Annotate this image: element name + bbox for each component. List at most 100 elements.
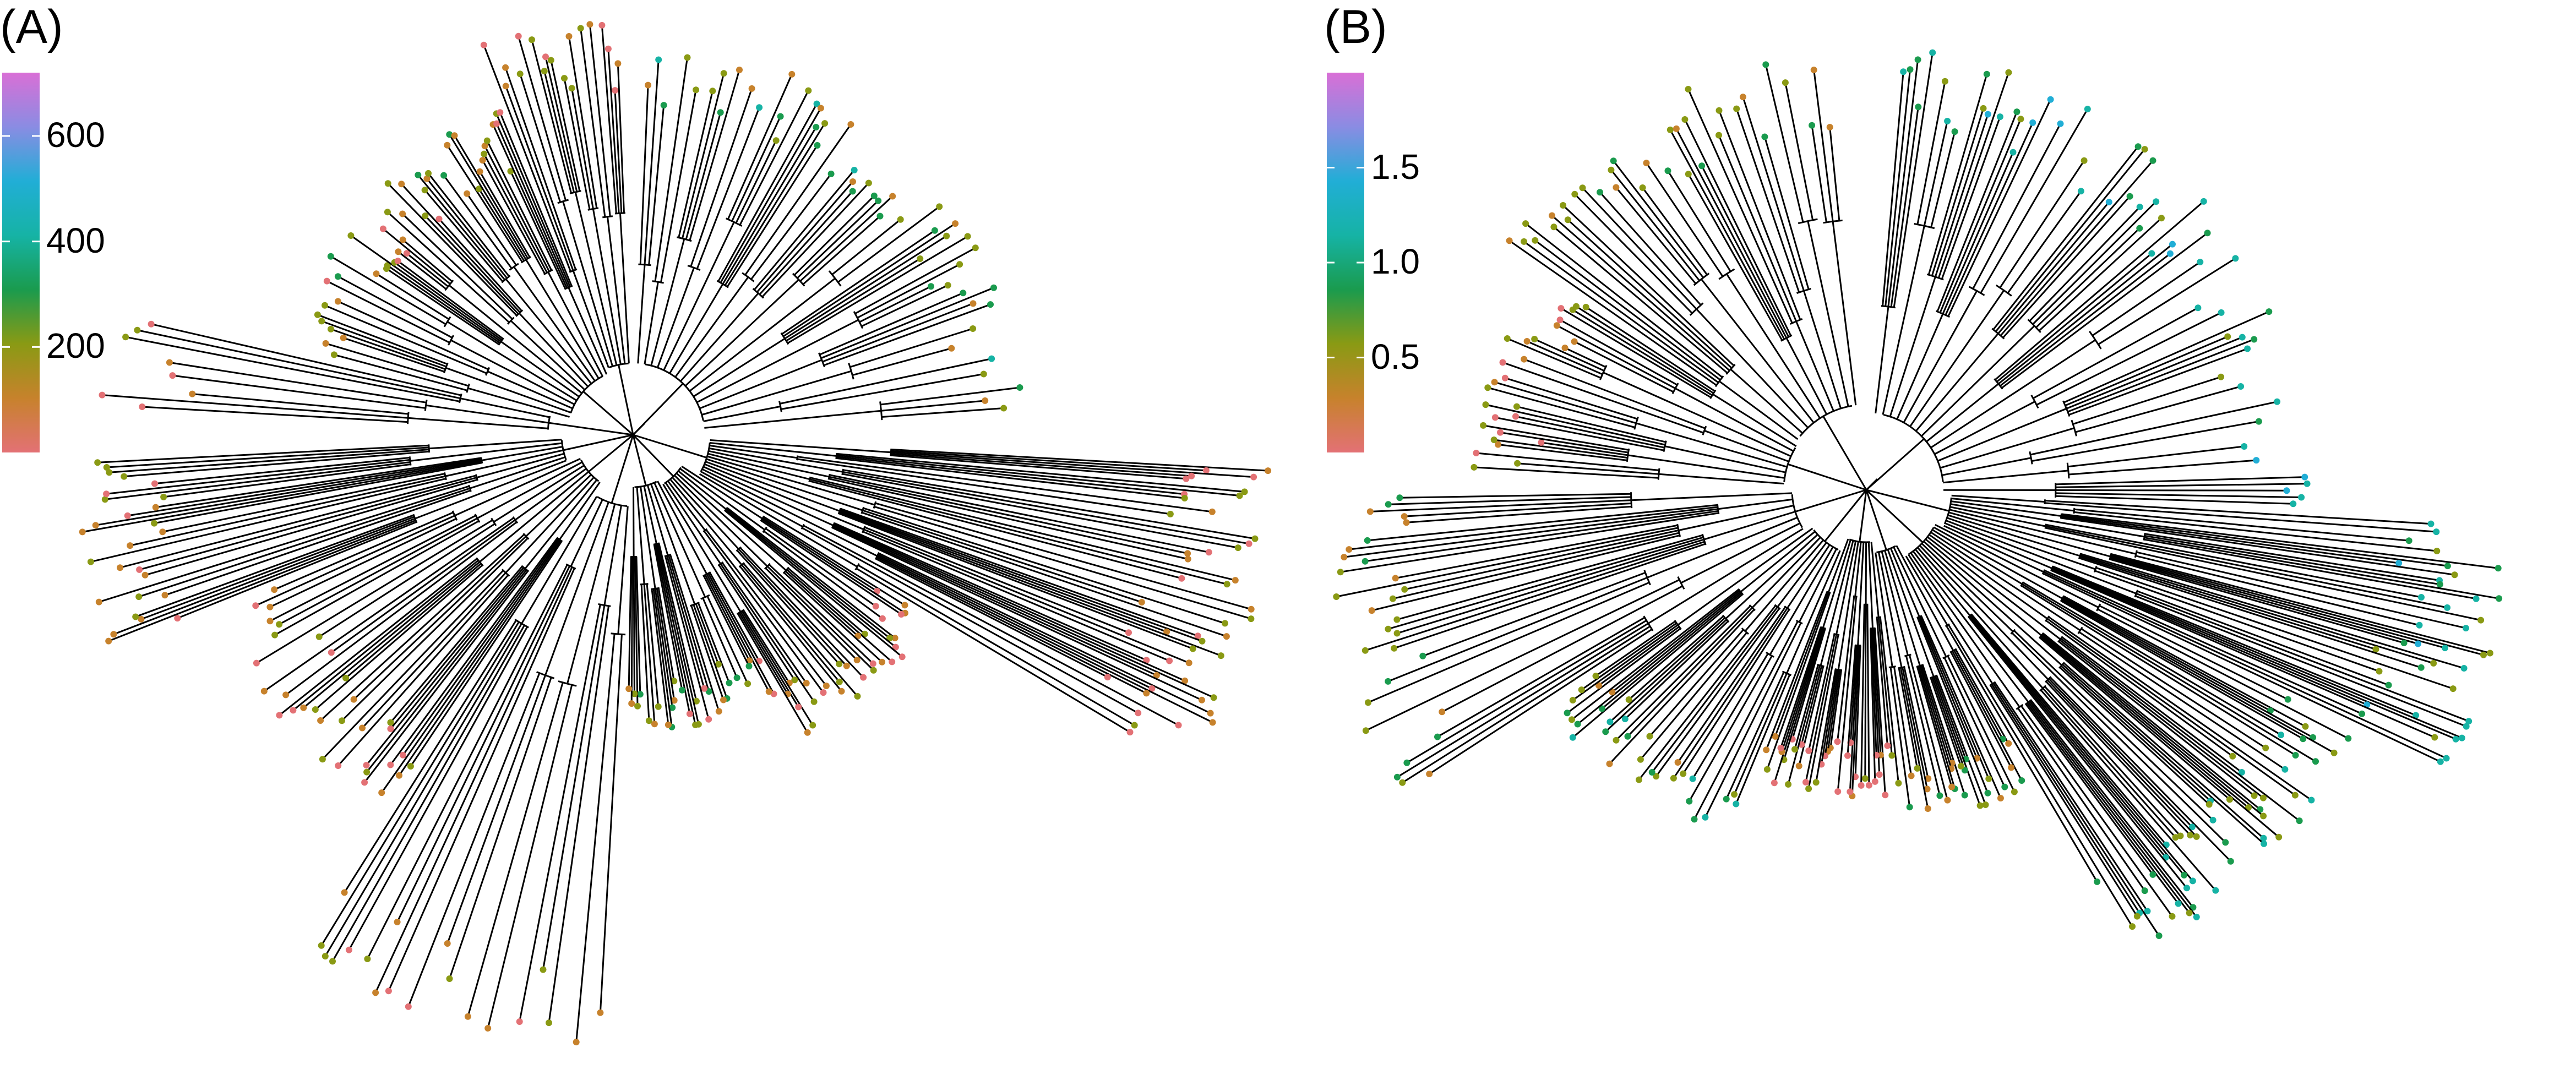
tree-tip: [671, 678, 678, 685]
tree-branch: [1560, 307, 1712, 399]
tree-tip: [2129, 923, 2136, 930]
tree-branch: [1675, 388, 1794, 452]
tree-tip: [1550, 223, 1557, 231]
tree-tip: [693, 697, 700, 705]
tree-tip: [2153, 198, 2160, 205]
tree-branch: [2062, 664, 2265, 845]
tree-branch: [840, 508, 1199, 637]
tree-branch: [1865, 489, 1887, 550]
tree-tip: [395, 248, 402, 255]
tree-branch: [505, 477, 595, 574]
tree-branch: [2144, 538, 2476, 600]
tree-branch: [2111, 553, 2491, 654]
tree-branch: [2041, 634, 2264, 817]
tree-branch: [718, 564, 796, 681]
tree-branch: [330, 519, 516, 653]
tree-branch: [1664, 445, 1786, 473]
tree-branch: [726, 507, 896, 639]
tree-branch: [1807, 634, 1836, 751]
tree-tip: [405, 1003, 412, 1010]
tree-tip: [1497, 429, 1504, 436]
tree-branch: [1566, 628, 1681, 714]
tree-tip: [2194, 304, 2202, 312]
tree-tip: [2029, 119, 2036, 126]
tree-tip: [1670, 774, 1677, 782]
tree-tip: [339, 717, 345, 724]
tree-tip: [363, 762, 370, 769]
tree-tip: [2141, 146, 2148, 153]
tree-branch: [513, 266, 596, 381]
tree-branch: [580, 28, 606, 217]
tree-branch: [2025, 703, 2154, 875]
tree-tip: [99, 391, 106, 399]
tree-tip: [1365, 699, 1371, 706]
tree-branch: [781, 373, 984, 410]
tree-branch: [861, 511, 1227, 637]
tree-branch: [1680, 522, 1800, 584]
tree-branch: [781, 230, 935, 335]
tree-tip: [101, 496, 108, 503]
tree-branch: [636, 487, 645, 585]
tree-tip: [1847, 788, 1854, 795]
tree-arc: [424, 400, 428, 411]
tree-branch: [640, 584, 650, 721]
tree-tip: [2260, 834, 2267, 842]
tree-branch: [1751, 537, 1821, 609]
tree-branch: [739, 547, 864, 678]
tree-tip: [586, 21, 593, 28]
tree-arc: [687, 264, 701, 271]
tree-tip: [2189, 877, 2196, 885]
tree-branch: [1628, 615, 1724, 701]
tree-branch: [1807, 221, 1849, 407]
tree-branch: [787, 236, 968, 344]
tree-branch: [1476, 452, 1659, 471]
tree-branch: [1677, 527, 1813, 626]
tree-branch: [505, 278, 592, 384]
tree-tip: [1643, 160, 1650, 167]
tree-tip: [2009, 149, 2017, 156]
tree-arc: [501, 569, 510, 577]
tree-tip: [1362, 727, 1369, 734]
tree-tip: [2169, 241, 2176, 248]
tree-branch: [2011, 632, 2226, 843]
tree-arc: [841, 468, 845, 476]
tree-branch: [639, 85, 649, 265]
tree-branch: [1675, 128, 1788, 339]
tree-branch: [1915, 332, 1999, 432]
tree-tip: [2141, 887, 2148, 894]
tree-arc: [509, 263, 519, 271]
tree-tip: [315, 633, 323, 640]
tree-branch: [878, 554, 1152, 690]
tree-branch: [255, 515, 455, 607]
tree-tip: [110, 631, 117, 638]
tree-tip: [2416, 621, 2423, 629]
tree-arc: [2044, 523, 2047, 529]
tree-tip: [2008, 764, 2015, 771]
tree-arc: [1718, 268, 1735, 280]
tree-branch: [2061, 517, 2455, 576]
tree-branch: [1905, 656, 1941, 796]
tree-branch: [809, 478, 1228, 585]
tree-tip: [1914, 56, 1921, 63]
tree-tip: [943, 232, 950, 239]
tree-branch: [1942, 457, 2032, 476]
tree-tip: [394, 258, 401, 265]
tree-tip: [2415, 640, 2421, 647]
tree-tip: [1941, 78, 1948, 85]
tree-tip: [2496, 595, 2503, 602]
tree-branch: [709, 444, 798, 459]
tree-tip: [2417, 664, 2425, 671]
tree-branch: [737, 613, 808, 733]
tree-branch: [1947, 514, 2081, 557]
tree-arc: [1765, 651, 1774, 658]
tree-branch: [753, 170, 855, 291]
tree-tip: [810, 698, 818, 705]
tree-tip: [1858, 782, 1865, 789]
tree-branch: [2067, 339, 2254, 413]
tree-branch: [1655, 608, 1780, 777]
tree-branch: [759, 190, 853, 295]
tree-branch: [478, 188, 525, 261]
tree-branch: [1820, 669, 1838, 765]
tree-branch: [709, 447, 843, 473]
tree-branch: [476, 452, 564, 479]
